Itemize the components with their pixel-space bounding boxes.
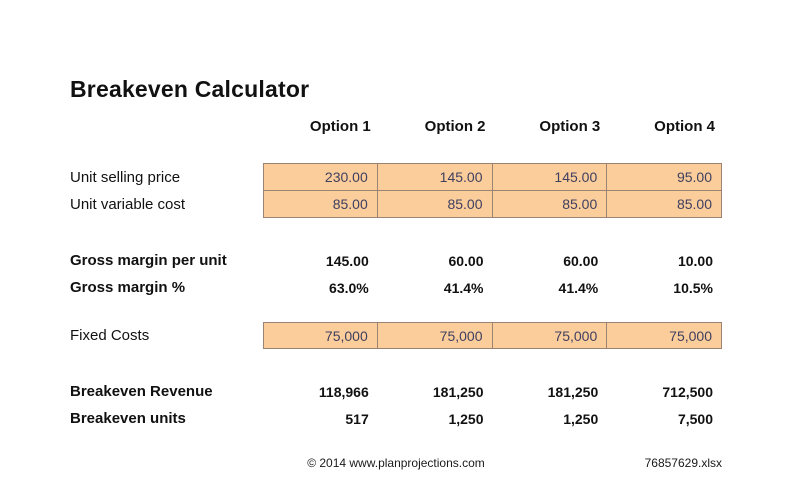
computed-cell: 1,250 [563,410,599,427]
table-row-unit-selling-price: Unit selling price 230.00 145.00 145.00 … [70,163,722,191]
computed-cell: 60.00 [563,252,599,269]
column-header-option-2: Option 2 [424,117,486,135]
computed-cell: 10.5% [673,279,713,296]
computed-cell: 10.00 [677,252,713,269]
table-header-row: Option 1 Option 2 Option 3 Option 4 [70,114,722,138]
computed-cell: 63.0% [329,279,369,296]
table-row-gross-margin-per-unit: Gross margin per unit 145.00 60.00 60.00… [70,247,722,274]
computed-cell: 7,500 [677,410,713,427]
computed-cell: 181,250 [432,383,484,400]
page-footer: © 2014 www.planprojections.com 76857629.… [70,456,722,474]
input-cell[interactable]: 145.00 [492,163,608,191]
row-label: Breakeven Revenue [70,383,213,400]
computed-cell: 1,250 [448,410,484,427]
computed-cell: 712,500 [662,383,713,400]
column-header-option-4: Option 4 [654,117,715,135]
input-cell[interactable]: 95.00 [607,163,722,191]
row-label: Unit variable cost [70,196,186,213]
computed-cell: 118,966 [318,383,369,400]
row-label: Fixed Costs [70,327,150,344]
table-row-fixed-costs: Fixed Costs 75,000 75,000 75,000 75,000 [70,322,722,349]
breakeven-table: Option 1 Option 2 Option 3 Option 4 Unit… [70,114,722,432]
column-header-option-3: Option 3 [539,117,601,135]
computed-cell: 145.00 [325,252,369,269]
input-cell[interactable]: 145.00 [377,163,493,191]
computed-cell: 60.00 [448,252,484,269]
header-spacer [70,114,263,138]
computed-cell: 517 [345,410,369,427]
input-cell[interactable]: 75,000 [492,322,608,349]
row-label: Gross margin % [70,279,186,296]
page-title: Breakeven Calculator [70,76,310,102]
input-cell[interactable]: 75,000 [377,322,493,349]
input-cell[interactable]: 75,000 [607,322,722,349]
row-label: Breakeven units [70,410,186,427]
input-cell[interactable]: 85.00 [377,191,493,218]
column-header-option-1: Option 1 [309,117,371,135]
computed-cell: 41.4% [558,279,599,296]
table-row-unit-variable-cost: Unit variable cost 85.00 85.00 85.00 85.… [70,191,722,218]
row-label: Unit selling price [70,168,181,186]
table-row-breakeven-units: Breakeven units 517 1,250 1,250 7,500 [70,405,722,432]
filename-text: 76857629.xlsx [644,456,722,470]
row-label: Gross margin per unit [70,252,227,269]
input-cell[interactable]: 75,000 [263,322,378,349]
input-cell[interactable]: 230.00 [263,163,378,191]
input-cell[interactable]: 85.00 [492,191,608,218]
copyright-text: © 2014 www.planprojections.com [307,456,485,470]
input-cell[interactable]: 85.00 [607,191,722,218]
computed-cell: 181,250 [547,383,599,400]
table-row-gross-margin-percent: Gross margin % 63.0% 41.4% 41.4% 10.5% [70,274,722,301]
computed-cell: 41.4% [443,279,484,296]
input-cell[interactable]: 85.00 [263,191,378,218]
table-row-breakeven-revenue: Breakeven Revenue 118,966 181,250 181,25… [70,378,722,405]
